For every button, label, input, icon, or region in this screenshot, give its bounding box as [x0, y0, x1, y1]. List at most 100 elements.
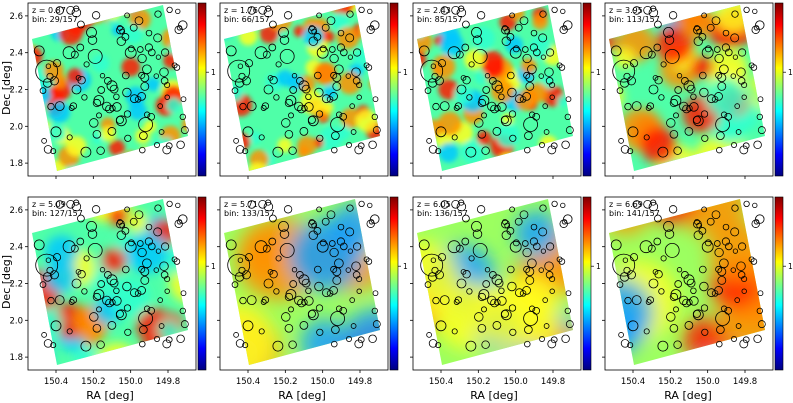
source-circle	[66, 5, 75, 15]
source-circle	[507, 87, 517, 98]
source-circle	[713, 46, 721, 53]
source-circle	[435, 126, 447, 138]
source-circle	[336, 43, 345, 52]
source-circle	[530, 223, 538, 231]
x-axis-label-3: RA [deg]	[470, 389, 518, 402]
source-circle	[660, 255, 667, 262]
source-circle	[461, 237, 470, 246]
source-circle	[234, 272, 245, 282]
source-circle	[155, 248, 162, 254]
source-circle	[304, 296, 314, 306]
source-circle	[741, 275, 748, 283]
source-circle	[330, 265, 338, 273]
source-circle	[246, 295, 257, 306]
source-circle	[345, 73, 352, 79]
source-circle	[549, 81, 556, 89]
source-circle	[106, 80, 118, 92]
source-circle	[701, 328, 709, 336]
colorbar	[774, 2, 784, 177]
source-circle	[698, 227, 707, 235]
source-circle	[180, 320, 189, 329]
y-tick-label: 2.2	[9, 86, 23, 96]
source-circle	[498, 93, 505, 101]
source-circle	[752, 202, 758, 209]
source-circle	[523, 311, 538, 326]
source-circle	[648, 7, 659, 18]
source-circle	[515, 288, 524, 298]
source-circle	[129, 23, 138, 32]
source-circle	[639, 240, 653, 254]
source-circle	[521, 46, 529, 53]
source-circle	[460, 75, 467, 81]
source-circle	[618, 332, 624, 338]
source-circle	[54, 101, 65, 111]
x-axis-label-2: RA [deg]	[278, 389, 326, 402]
source-circle	[124, 240, 137, 253]
source-circle	[112, 296, 122, 306]
bin-label: bin: 136/157	[417, 209, 468, 218]
source-circle	[71, 7, 82, 18]
source-circle	[715, 117, 730, 132]
source-circles	[418, 5, 574, 158]
source-circle	[366, 219, 375, 228]
source-circle	[524, 131, 533, 140]
source-circle	[559, 219, 568, 228]
source-circle	[501, 230, 511, 240]
source-circle	[699, 265, 707, 274]
source-circle	[669, 98, 679, 108]
source-circle	[474, 312, 484, 322]
source-circle	[272, 146, 284, 158]
source-circle	[307, 309, 319, 321]
source-circle	[477, 324, 487, 333]
source-circle	[347, 54, 354, 60]
source-circle	[263, 201, 274, 212]
source-circle	[546, 242, 555, 251]
x-tick-label: 150.4	[621, 377, 645, 387]
source-circle	[696, 222, 703, 229]
source-circle	[430, 63, 437, 69]
source-circle	[738, 48, 747, 57]
source-circle	[97, 280, 106, 288]
source-circle	[116, 36, 126, 46]
source-circle	[748, 256, 755, 263]
source-circle	[468, 255, 475, 262]
source-circle	[288, 146, 297, 155]
colorbar	[389, 196, 399, 371]
source-circle	[87, 229, 98, 239]
source-circle	[155, 54, 162, 60]
source-circle	[283, 11, 293, 20]
source-circle	[353, 48, 362, 57]
source-circle	[316, 206, 322, 213]
source-circle	[653, 237, 662, 246]
source-circle	[96, 112, 102, 119]
source-circle	[610, 239, 622, 251]
source-circle	[424, 87, 432, 94]
source-circle	[657, 146, 669, 158]
bin-label: bin: 141/157	[609, 209, 660, 218]
source-circle	[356, 94, 362, 100]
source-circle	[41, 332, 47, 338]
source-circle	[321, 217, 330, 226]
source-circle	[366, 25, 375, 34]
source-circle	[547, 145, 557, 155]
source-circle	[472, 49, 488, 64]
source-circle	[91, 11, 101, 20]
source-circle	[689, 296, 699, 306]
source-circle	[313, 227, 322, 235]
source-circle	[326, 16, 336, 26]
source-circle	[701, 206, 707, 213]
source-circle	[93, 289, 105, 300]
source-circle	[715, 311, 730, 326]
source-circle	[666, 118, 676, 128]
source-circle	[660, 61, 667, 68]
source-circle	[549, 94, 555, 100]
source-circle	[140, 73, 150, 83]
source-circle	[139, 131, 148, 140]
source-circle	[284, 292, 294, 302]
source-circle	[686, 105, 693, 112]
source-circle	[55, 200, 64, 209]
source-circle	[308, 36, 318, 46]
bin-label: bin: 85/157	[417, 15, 463, 24]
